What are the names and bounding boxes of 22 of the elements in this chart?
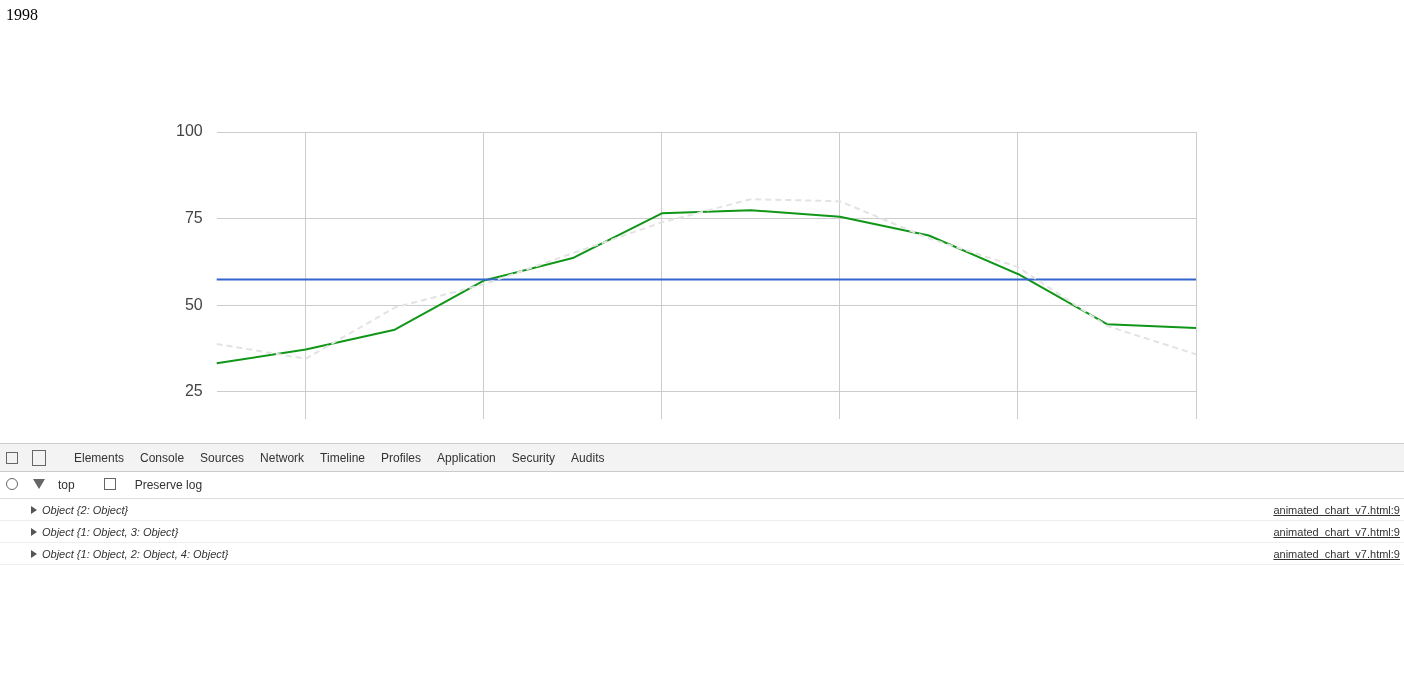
text: Console — [140, 450, 185, 465]
text: Security — [511, 450, 556, 465]
text: Audits — [571, 450, 605, 465]
text: animated_chart_v7.html:9 — [1273, 503, 1400, 516]
text: Elements — [74, 450, 125, 465]
text: animated_chart_v7.html:9 — [1273, 547, 1400, 560]
text: animated_chart_v7.html:9 — [1273, 525, 1400, 538]
text: Object {1: Object, 3: Object} — [42, 525, 179, 538]
text: Object {1: Object, 2: Object, 4: Object} — [42, 547, 229, 560]
y-tick-label: 50 — [184, 295, 203, 313]
y-tick-label: 100 — [175, 122, 203, 140]
text: 1998 — [6, 6, 38, 24]
y-tick-label: 25 — [184, 382, 203, 400]
text: Profiles — [381, 450, 422, 465]
text: Network — [260, 450, 305, 465]
y-tick-label: 75 — [184, 208, 203, 226]
text: Object {2: Object} — [42, 503, 129, 516]
text: top — [58, 478, 75, 492]
text: Sources — [200, 450, 245, 465]
text: Preserve log — [134, 478, 203, 492]
text: Timeline — [320, 450, 366, 465]
text: Application — [437, 450, 496, 465]
